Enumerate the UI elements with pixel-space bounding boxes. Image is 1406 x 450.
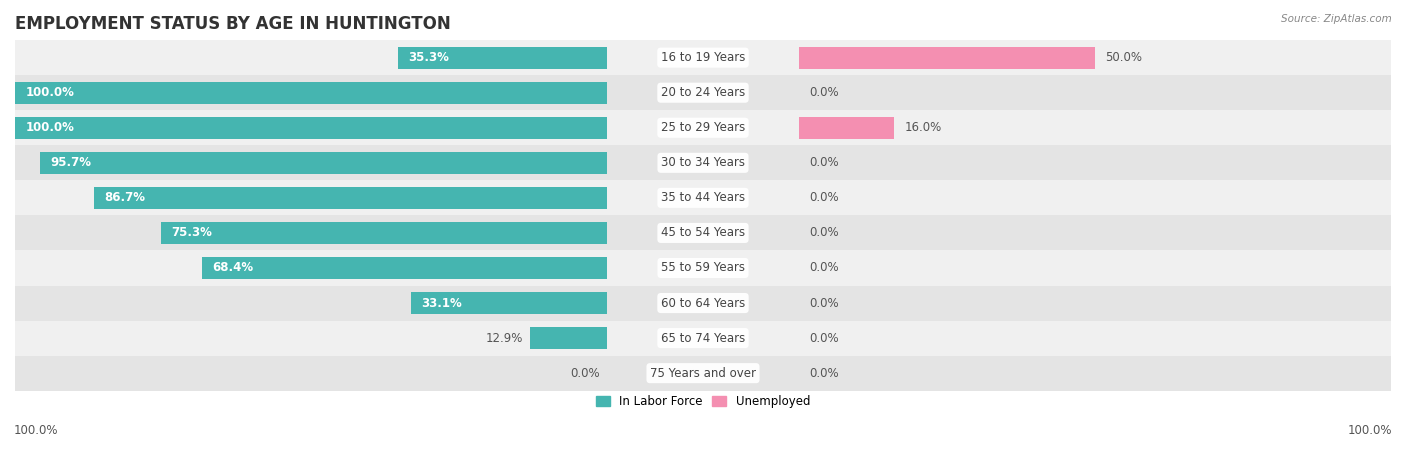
Text: 12.9%: 12.9% (486, 332, 523, 345)
Bar (15, 356, 1391, 391)
Text: 100.0%: 100.0% (25, 86, 75, 99)
Bar (15, 285, 1391, 320)
Text: Source: ZipAtlas.com: Source: ZipAtlas.com (1281, 14, 1392, 23)
Bar (15, 251, 1391, 285)
Text: 75.3%: 75.3% (172, 226, 212, 239)
Text: 0.0%: 0.0% (810, 191, 839, 204)
Text: 16.0%: 16.0% (904, 121, 942, 134)
Text: 16 to 19 Years: 16 to 19 Years (661, 51, 745, 64)
Text: 20 to 24 Years: 20 to 24 Years (661, 86, 745, 99)
Text: 100.0%: 100.0% (1347, 423, 1392, 436)
Bar (411, 292, 606, 314)
Text: 100.0%: 100.0% (25, 121, 75, 134)
Text: 0.0%: 0.0% (571, 367, 600, 380)
Bar (398, 47, 606, 68)
Text: 86.7%: 86.7% (104, 191, 145, 204)
Text: 68.4%: 68.4% (212, 261, 253, 274)
Text: 0.0%: 0.0% (810, 86, 839, 99)
Text: 95.7%: 95.7% (51, 156, 91, 169)
Bar (15, 145, 1391, 180)
Text: 35.3%: 35.3% (408, 51, 449, 64)
Bar (800, 47, 1095, 68)
Bar (15, 82, 606, 104)
Text: 30 to 34 Years: 30 to 34 Years (661, 156, 745, 169)
Bar (15, 110, 1391, 145)
Text: 0.0%: 0.0% (810, 156, 839, 169)
Bar (800, 117, 894, 139)
Text: EMPLOYMENT STATUS BY AGE IN HUNTINGTON: EMPLOYMENT STATUS BY AGE IN HUNTINGTON (15, 15, 451, 33)
Text: 0.0%: 0.0% (810, 367, 839, 380)
Text: 50.0%: 50.0% (1105, 51, 1143, 64)
Legend: In Labor Force, Unemployed: In Labor Force, Unemployed (591, 391, 815, 413)
Bar (15, 117, 606, 139)
Bar (41, 152, 606, 174)
Text: 0.0%: 0.0% (810, 297, 839, 310)
Bar (15, 40, 1391, 75)
Text: 45 to 54 Years: 45 to 54 Years (661, 226, 745, 239)
Bar (94, 187, 606, 209)
Text: 0.0%: 0.0% (810, 332, 839, 345)
Text: 60 to 64 Years: 60 to 64 Years (661, 297, 745, 310)
Text: 0.0%: 0.0% (810, 261, 839, 274)
Bar (15, 75, 1391, 110)
Text: 25 to 29 Years: 25 to 29 Years (661, 121, 745, 134)
Text: 35 to 44 Years: 35 to 44 Years (661, 191, 745, 204)
Text: 0.0%: 0.0% (810, 226, 839, 239)
Bar (15, 180, 1391, 216)
Bar (530, 327, 606, 349)
Text: 100.0%: 100.0% (14, 423, 59, 436)
Text: 33.1%: 33.1% (422, 297, 463, 310)
Bar (15, 320, 1391, 356)
Text: 55 to 59 Years: 55 to 59 Years (661, 261, 745, 274)
Bar (202, 257, 606, 279)
Text: 75 Years and over: 75 Years and over (650, 367, 756, 380)
Bar (15, 216, 1391, 251)
Text: 65 to 74 Years: 65 to 74 Years (661, 332, 745, 345)
Bar (162, 222, 606, 244)
